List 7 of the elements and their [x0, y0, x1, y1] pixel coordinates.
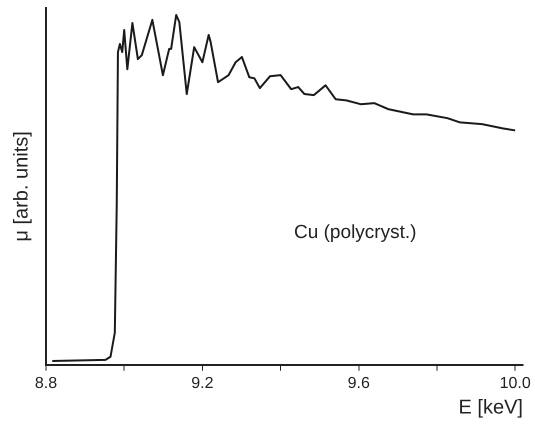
- x-tick-label: 10.0: [500, 374, 531, 392]
- y-axis-title: μ [arb. units]: [10, 131, 33, 242]
- x-axis-title: E [keV]: [458, 396, 523, 419]
- annotation: Cu (polycryst.): [294, 222, 417, 244]
- x-tick-label: 8.8: [34, 374, 58, 392]
- x-tick-label: 9.2: [191, 374, 214, 392]
- x-tick-label: 9.6: [348, 374, 370, 392]
